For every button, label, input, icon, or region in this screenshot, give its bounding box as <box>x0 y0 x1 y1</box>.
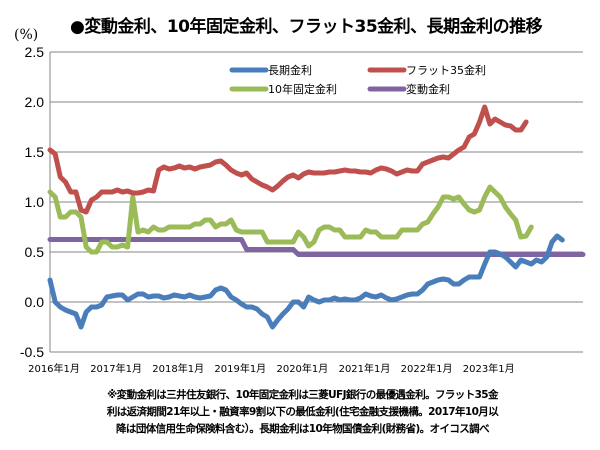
legend-label: 長期金利 <box>268 63 312 77</box>
x-tick-label: 2022年1月 <box>401 362 453 375</box>
y-tick-label: 0.5 <box>25 244 45 260</box>
series-lines <box>47 104 586 330</box>
x-tick-label: 2023年1月 <box>463 362 515 375</box>
x-tick-label: 2020年1月 <box>276 362 328 375</box>
series-line-0 <box>47 233 565 330</box>
y-axis-unit-label: (%) <box>14 27 39 43</box>
series-line-2 <box>47 184 534 255</box>
x-tick-label: 2017年1月 <box>90 362 142 375</box>
y-tick-label: -0.5 <box>20 344 44 360</box>
y-tick-label: 1.5 <box>25 144 45 160</box>
series-line-1 <box>47 104 529 215</box>
note-line: 利は返済期間21年以上・融資率9割以下の最低金利(住宅金融支援機構。2017年1… <box>106 406 499 418</box>
x-tick-label: 2019年1月 <box>214 362 266 375</box>
y-tick-label: 2.0 <box>25 94 45 110</box>
y-tick-label: 0.0 <box>25 294 45 310</box>
x-tick-label: 2021年1月 <box>339 362 391 375</box>
chart-title: ●変動金利、10年固定金利、フラット35金利、長期金利の推移 <box>70 17 543 37</box>
y-tick-label: 1.0 <box>25 194 45 210</box>
y-tick-label: 2.5 <box>25 44 45 60</box>
y-axis-ticks: 2.5 2.0 1.5 1.0 0.5 0.0 -0.5 <box>20 44 44 360</box>
x-tick-label: 2018年1月 <box>152 362 204 375</box>
gridlines <box>49 51 583 353</box>
line-chart: 2.52.01.51.00.50.0-0.5 2016年1月 2017年1月 201… <box>20 44 586 375</box>
legend: 長期金利 フラット35金利 10年固定金利 変動金利 <box>229 63 486 96</box>
legend-label: 変動金利 <box>406 82 450 96</box>
legend-label: フラット35金利 <box>406 63 486 77</box>
x-tick-label: 2016年1月 <box>28 362 80 375</box>
legend-label: 10年固定金利 <box>268 82 337 96</box>
source-note: ※変動金利は三井住友銀行、10年固定金利は三菱UFJ銀行の最優遇金利。フラット3… <box>55 387 550 438</box>
note-line: 降は団体信用生命保険料含む）。長期金利は10年物国債金利(財務省)。オイコス調べ <box>116 423 490 435</box>
note-line: ※変動金利は三井住友銀行、10年固定金利は三菱UFJ銀行の最優遇金利。フラット3… <box>107 389 498 401</box>
x-axis-ticks: 2016年1月 2017年1月 2018年1月 2019年1月 2020年1月 2021年… <box>28 362 514 375</box>
